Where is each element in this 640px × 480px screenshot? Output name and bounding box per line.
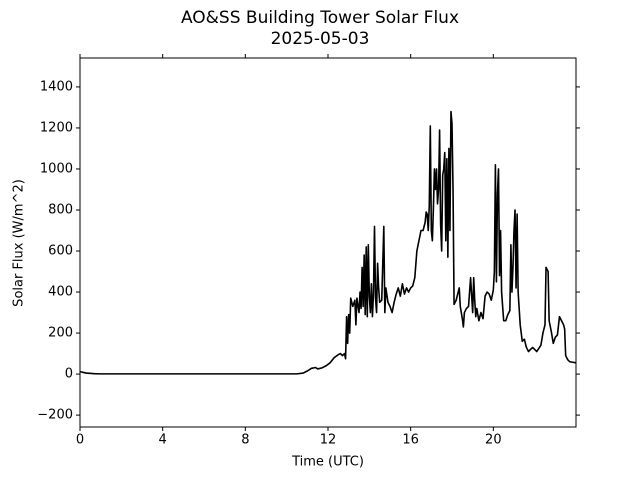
x-tick-label: 8: [241, 433, 249, 448]
x-axis-label: Time (UTC): [291, 455, 364, 470]
x-tick-label: 4: [159, 433, 167, 448]
chart-subtitle: 2025-05-03: [271, 29, 370, 49]
y-tick-label: 200: [48, 326, 73, 341]
y-tick-label: 1000: [40, 161, 73, 176]
y-tick-label: 1200: [40, 120, 73, 135]
y-tick-label: 600: [48, 244, 73, 259]
y-tick-label: 0: [65, 367, 73, 382]
x-tick-label: 20: [485, 433, 502, 448]
x-tick-label: 0: [76, 433, 84, 448]
y-tick-label: 1400: [40, 79, 73, 94]
data-line: [79, 110, 577, 375]
y-tick-label: −200: [37, 408, 73, 423]
y-tick-label: 800: [48, 202, 73, 217]
x-tick-label: 12: [320, 433, 337, 448]
x-tick-label: 16: [402, 433, 419, 448]
y-axis-label: Solar Flux (W/m^2): [12, 179, 27, 307]
plot-frame: [79, 57, 577, 428]
y-tick-label: 400: [48, 285, 73, 300]
chart-title: AO&SS Building Tower Solar Flux: [181, 8, 459, 28]
